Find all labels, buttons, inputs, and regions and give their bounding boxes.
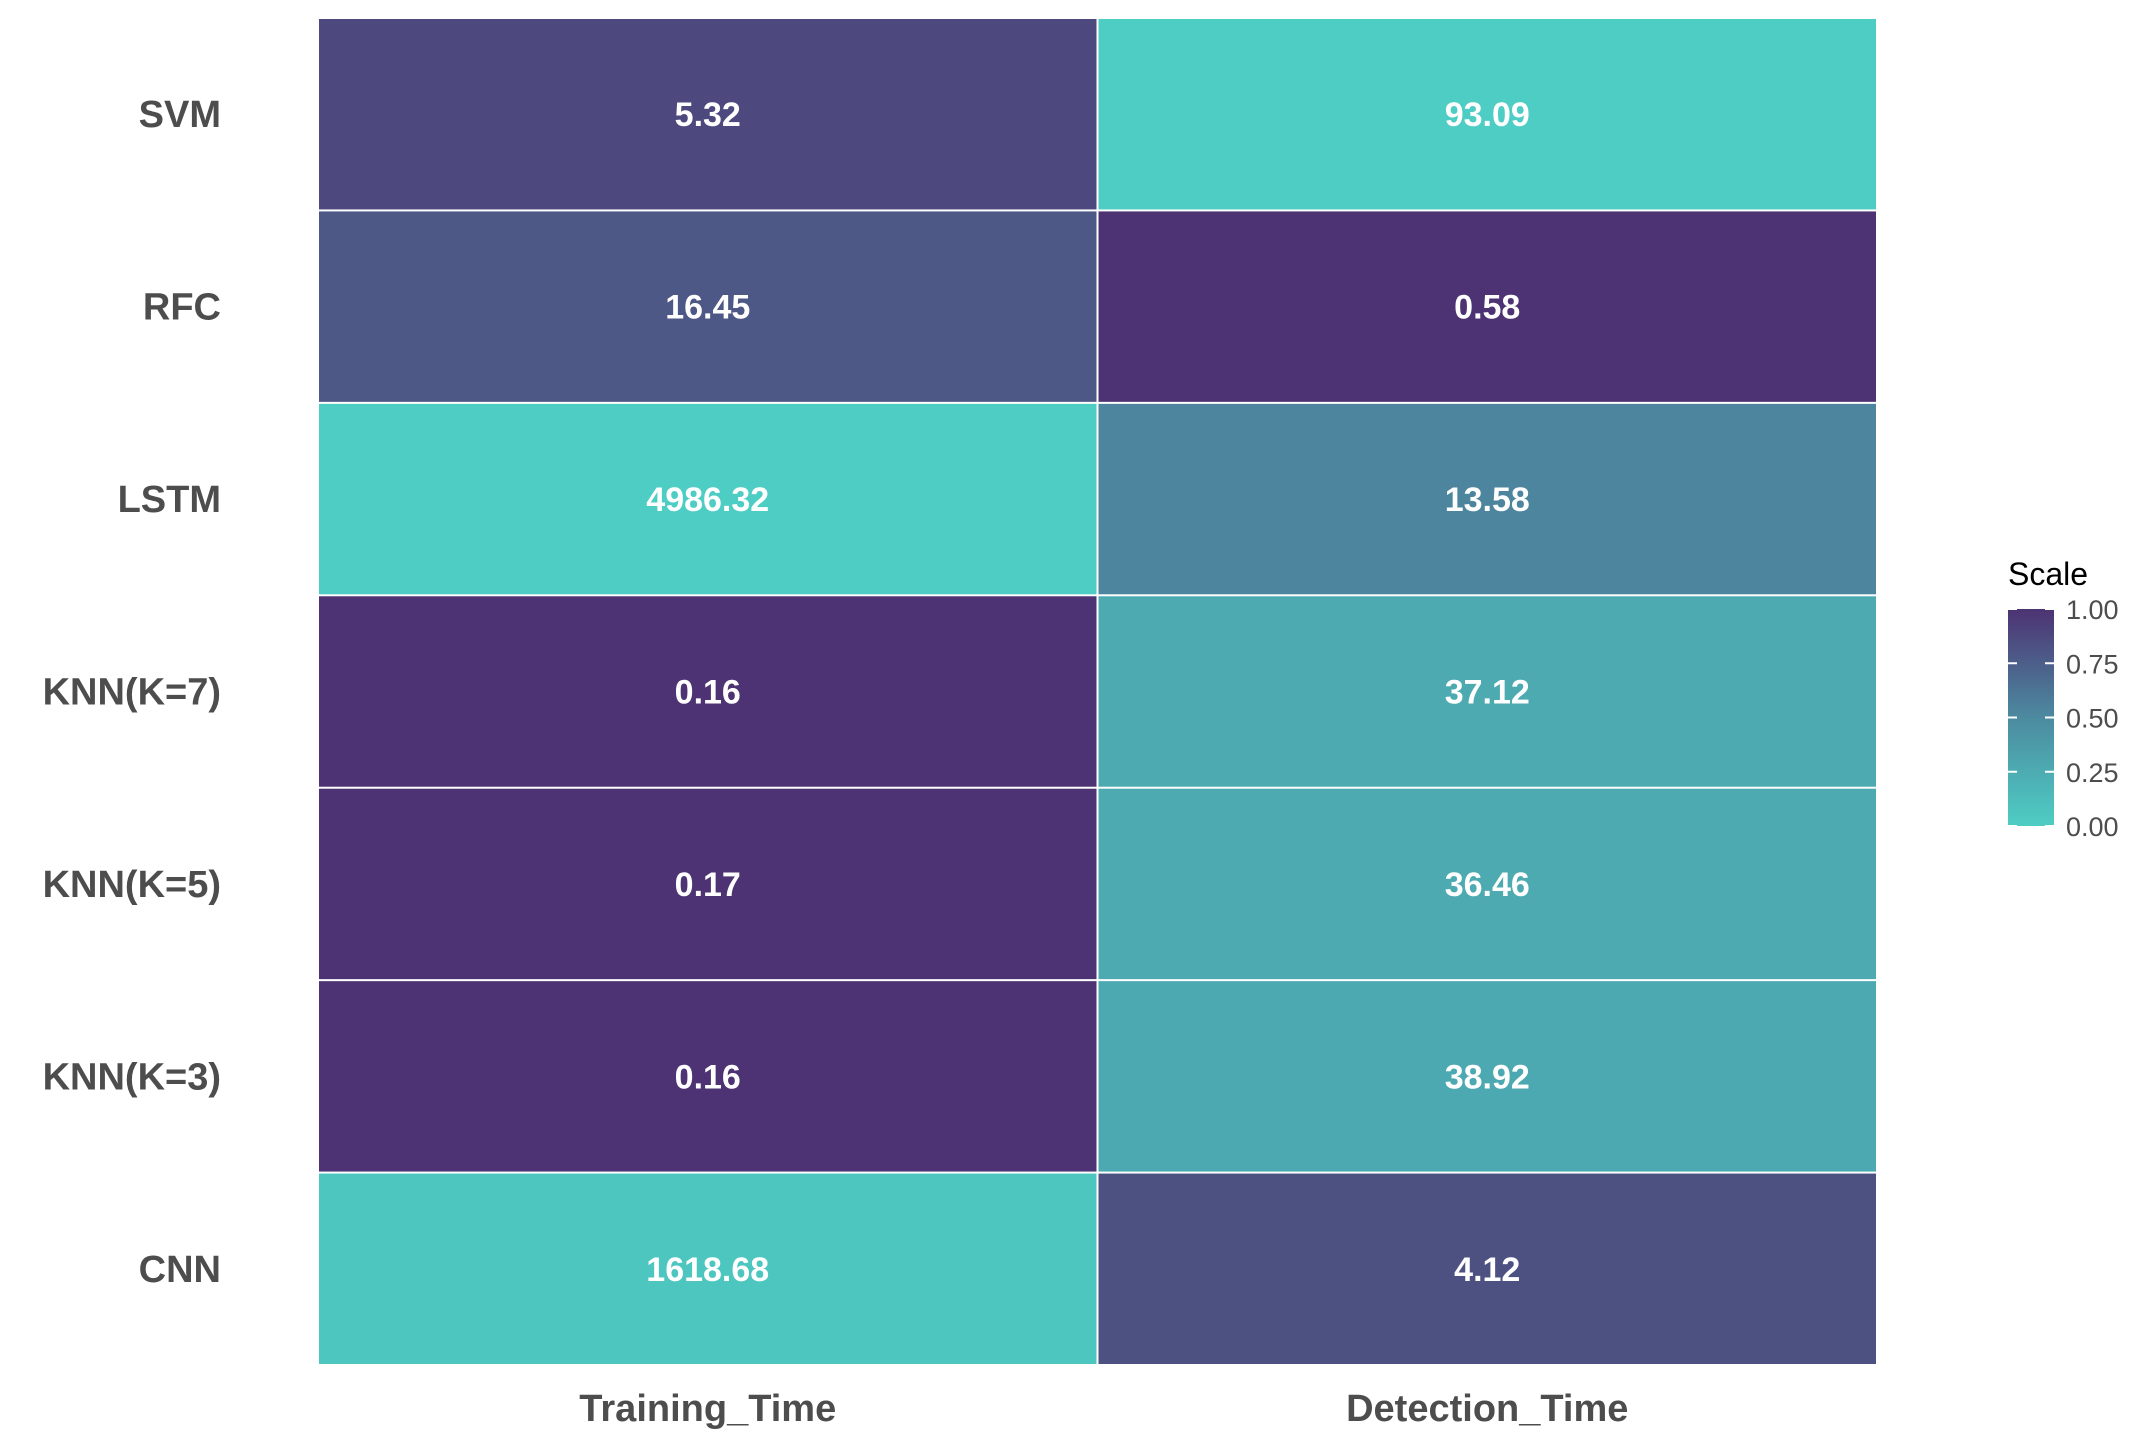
cell-value-label: 93.09 <box>1445 96 1530 134</box>
row-labels: SVM RFC LSTM KNN(K=7) KNN(K=5) KNN(K=3) CNN <box>43 94 221 1291</box>
cell-value-label: 0.16 <box>675 1058 741 1096</box>
heatmap-cell <box>1098 403 1876 595</box>
row-label: KNN(K=7) <box>43 672 221 714</box>
cell-value-label: 5.32 <box>675 96 741 134</box>
row-label: CNN <box>139 1249 221 1291</box>
cell-value-label: 0.17 <box>675 866 741 904</box>
heatmap-cell <box>319 211 1097 402</box>
column-label: Training_Time <box>579 1388 836 1430</box>
heatmap-cell <box>1098 596 1876 787</box>
heatmap-cell <box>319 596 1097 787</box>
cell-value-label: 4.12 <box>1454 1251 1520 1289</box>
heatmap-cell <box>1098 788 1876 980</box>
row-label: KNN(K=5) <box>43 864 221 906</box>
column-label: Detection_Time <box>1346 1388 1628 1430</box>
legend-title: Scale <box>2008 556 2088 592</box>
row-label: RFC <box>143 287 221 329</box>
row-label: SVM <box>139 94 221 136</box>
cell-value-label: 0.16 <box>675 674 741 712</box>
legend-tick-label: 1.00 <box>2066 595 2119 625</box>
heatmap-cell <box>1098 981 1876 1172</box>
heatmap-cell <box>319 19 1097 210</box>
column-labels: Training_Time Detection_Time <box>579 1388 1628 1430</box>
cell-value-label: 37.12 <box>1445 674 1530 712</box>
heatmap-cell <box>319 1173 1097 1364</box>
heatmap-cell <box>319 981 1097 1172</box>
heatmap-cell <box>1098 1173 1876 1364</box>
legend: Scale 1.00 0.75 0.50 0.25 0.00 <box>2008 556 2119 842</box>
heatmap-cell <box>1098 211 1876 402</box>
row-label: LSTM <box>118 479 221 521</box>
cell-value-label: 0.58 <box>1454 289 1520 327</box>
heatmap-cell <box>319 788 1097 980</box>
cell-value-label: 1618.68 <box>646 1251 769 1289</box>
heatmap-cell <box>1098 19 1876 210</box>
legend-tick-label: 0.00 <box>2066 812 2119 842</box>
cell-value-label: 16.45 <box>665 289 750 327</box>
heatmap-cell <box>319 403 1097 595</box>
legend-tick-label: 0.50 <box>2066 704 2119 734</box>
cell-value-label: 4986.32 <box>646 481 769 519</box>
cell-value-label: 13.58 <box>1445 481 1530 519</box>
legend-tick-label: 0.25 <box>2066 758 2119 788</box>
cell-value-label: 36.46 <box>1445 866 1530 904</box>
row-label: KNN(K=3) <box>43 1056 221 1098</box>
heatmap-cells: 5.32 93.09 16.45 0.58 4986.32 13.58 0.16 37.12 0… <box>319 19 1876 1364</box>
legend-tick-label: 0.75 <box>2066 649 2119 679</box>
cell-value-label: 38.92 <box>1445 1058 1530 1096</box>
legend-ticks: 1.00 0.75 0.50 0.25 0.00 <box>2008 595 2119 842</box>
